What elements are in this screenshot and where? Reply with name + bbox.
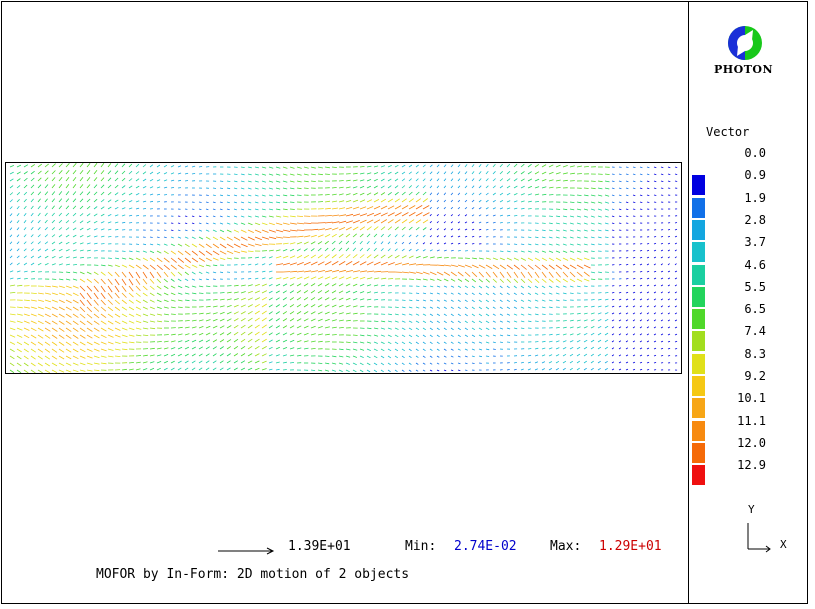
legend-item: 12.0 [692, 436, 772, 465]
reference-arrow-icon [218, 547, 275, 555]
legend-item: 12.9 [692, 458, 772, 487]
legend-swatch [692, 353, 705, 374]
caption: MOFOR by In-Form: 2D motion of 2 objects [96, 567, 410, 582]
x-axis-label: X [780, 538, 787, 551]
vector-field-canvas [9, 163, 678, 373]
logo-text: PHOTON [714, 63, 774, 76]
legend-label: 4.6 [744, 257, 766, 272]
legend-item: 2.8 [692, 213, 772, 242]
max-label: Max: [550, 539, 582, 554]
legend-label: 5.5 [744, 279, 766, 294]
legend-item: 0.0 [692, 146, 772, 175]
vector-field-plot [5, 162, 682, 374]
legend-swatch [692, 376, 705, 396]
legend-swatch [692, 242, 705, 263]
legend-item: 0.9 [692, 168, 772, 197]
max-value: 1.29E+01 [599, 539, 662, 554]
legend-label: 10.1 [737, 391, 766, 406]
legend-label: 0.9 [744, 168, 766, 183]
legend-swatch [692, 264, 705, 285]
legend-label: 1.9 [744, 190, 766, 205]
legend-swatch [692, 442, 705, 463]
legend-item: 9.2 [692, 369, 772, 398]
legend-item: 5.5 [692, 280, 772, 309]
legend-swatch [692, 219, 705, 240]
photon-logo-icon [728, 26, 762, 60]
legend-label: 0.0 [744, 146, 766, 160]
legend-item: 8.3 [692, 347, 772, 376]
legend-label: 3.7 [744, 235, 766, 250]
panel-divider [688, 1, 689, 604]
axis-arrows-icon [747, 523, 771, 553]
legend-item: 11.1 [692, 414, 772, 443]
legend-item: 4.6 [692, 258, 772, 287]
legend-swatch [692, 420, 705, 441]
legend-item: 10.1 [692, 391, 772, 420]
legend-title: Vector [706, 125, 750, 139]
legend-item: 7.4 [692, 324, 772, 353]
legend-label: 6.5 [744, 302, 766, 317]
axis-indicator: Y X [740, 503, 800, 553]
legend-swatch [692, 465, 705, 486]
legend-swatch [692, 286, 705, 307]
min-value: 2.74E-02 [454, 539, 517, 554]
legend-item: 6.5 [692, 302, 772, 331]
legend-swatch [692, 197, 705, 218]
reference-vector-value: 1.39E+01 [288, 539, 351, 554]
legend-swatch [692, 309, 705, 330]
legend-label: 12.9 [737, 458, 766, 473]
legend-item: 3.7 [692, 235, 772, 264]
legend-label: 2.8 [744, 212, 766, 227]
legend-swatch [692, 331, 705, 352]
vector-arrows [9, 163, 678, 373]
legend-label: 9.2 [744, 369, 766, 383]
legend-swatch [692, 398, 705, 419]
legend-item: 1.9 [692, 191, 772, 220]
legend-label: 11.1 [737, 413, 766, 428]
legend-label: 12.0 [737, 435, 766, 450]
legend-label: 7.4 [744, 324, 766, 339]
min-label: Min: [405, 539, 437, 554]
legend-label: 8.3 [744, 346, 766, 361]
y-axis-label: Y [748, 503, 755, 516]
legend-swatch [692, 175, 705, 196]
